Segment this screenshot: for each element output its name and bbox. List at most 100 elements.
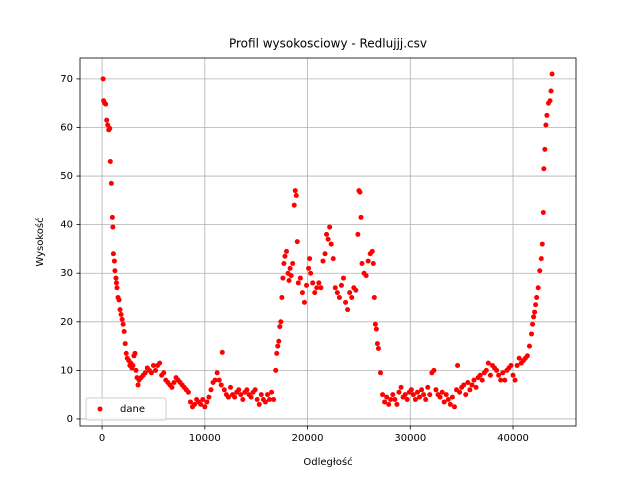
point: [254, 397, 260, 403]
point: [107, 158, 113, 164]
point: [119, 316, 125, 322]
point: [294, 239, 300, 245]
point: [214, 370, 220, 376]
point: [232, 394, 238, 400]
point: [130, 363, 136, 369]
point: [267, 397, 273, 403]
point: [306, 265, 312, 271]
point: [532, 309, 538, 315]
point: [120, 321, 126, 327]
point: [111, 258, 117, 264]
point: [108, 180, 114, 186]
point: [133, 367, 139, 373]
point: [327, 224, 333, 230]
point: [390, 392, 396, 398]
point: [212, 377, 218, 383]
point: [419, 387, 425, 393]
point: [171, 380, 177, 386]
point: [330, 256, 336, 262]
point: [433, 387, 439, 393]
point: [204, 399, 210, 405]
point: [398, 384, 404, 390]
point: [273, 367, 279, 373]
point: [451, 404, 457, 410]
point: [208, 387, 214, 393]
point: [540, 209, 546, 215]
point: [117, 307, 123, 313]
point: [240, 397, 246, 403]
point: [218, 382, 224, 388]
point: [427, 392, 433, 398]
point: [371, 295, 377, 301]
x-tick-label: 0: [99, 433, 105, 444]
point: [219, 349, 225, 355]
point: [114, 285, 120, 291]
point: [320, 258, 326, 264]
point: [113, 275, 119, 281]
point: [200, 397, 206, 403]
point: [216, 377, 222, 383]
point: [293, 192, 299, 198]
point: [471, 377, 477, 383]
point: [534, 295, 540, 301]
point: [479, 377, 485, 383]
point: [431, 367, 437, 373]
point: [314, 285, 320, 291]
point: [549, 71, 555, 77]
point: [113, 280, 119, 286]
point: [236, 387, 242, 393]
point: [192, 401, 198, 407]
point: [202, 404, 208, 410]
point: [465, 380, 471, 386]
point: [382, 399, 388, 405]
point: [118, 312, 124, 318]
point: [530, 321, 536, 327]
point: [373, 326, 379, 332]
point: [104, 117, 110, 123]
point: [279, 295, 285, 301]
point: [457, 389, 463, 395]
y-axis-label: Wysokość: [34, 217, 46, 266]
point: [347, 290, 353, 296]
point: [463, 392, 469, 398]
point: [410, 392, 416, 398]
point: [121, 329, 127, 335]
point: [500, 370, 506, 376]
plot-frame: [79, 57, 577, 427]
point: [349, 295, 355, 301]
point: [437, 394, 443, 400]
point: [297, 275, 303, 281]
legend-marker: [97, 406, 103, 412]
point: [345, 307, 351, 313]
point: [256, 401, 262, 407]
point: [325, 236, 331, 242]
x-tick-label: 20000: [292, 433, 324, 444]
point: [132, 350, 138, 356]
point: [377, 370, 383, 376]
point: [334, 290, 340, 296]
point: [449, 394, 455, 400]
point: [228, 384, 234, 390]
point: [287, 265, 293, 271]
point: [107, 125, 113, 131]
legend-label: dane: [120, 404, 145, 415]
point: [358, 214, 364, 220]
point: [148, 370, 154, 376]
point: [445, 397, 451, 403]
point: [299, 290, 305, 296]
point: [276, 338, 282, 344]
point: [304, 282, 310, 288]
point: [258, 392, 264, 398]
point: [494, 367, 500, 373]
point: [274, 350, 280, 356]
point: [244, 387, 250, 393]
point: [467, 387, 473, 393]
point: [142, 370, 148, 376]
point: [404, 397, 410, 403]
point: [338, 282, 344, 288]
point: [225, 394, 231, 400]
point: [369, 248, 375, 254]
point: [392, 397, 398, 403]
point: [535, 285, 541, 291]
